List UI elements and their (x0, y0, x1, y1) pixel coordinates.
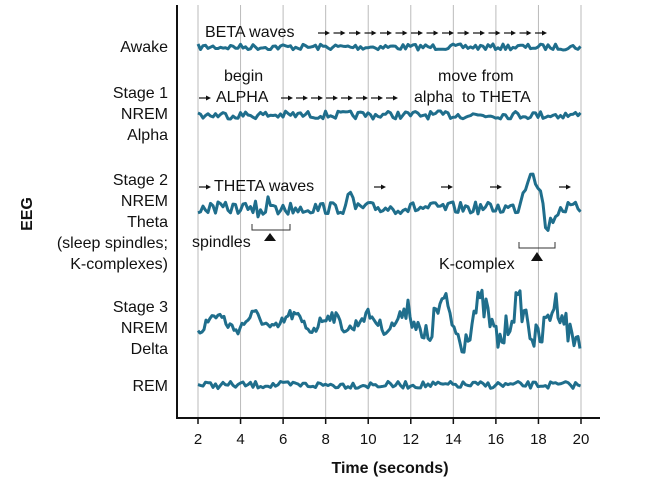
y-axis-label: EEG (19, 197, 36, 231)
arrow-icon (480, 30, 485, 36)
stage-label-stage3: Stage 3 NREM Delta (112, 299, 168, 358)
k-complex-bracket (518, 242, 556, 249)
annotation-spindles: spindles (192, 234, 251, 251)
arrow-icon (206, 95, 211, 101)
arrow-icon (497, 184, 502, 190)
annotation-move-from: move from (438, 68, 514, 85)
arrow-icon (449, 30, 454, 36)
arrow-icon (356, 30, 361, 36)
arrow-icon (418, 30, 423, 36)
arrow-icon (433, 30, 439, 36)
arrow-icon (566, 184, 571, 190)
stage-label-awake: Awake (120, 39, 168, 56)
eeg-wave (197, 380, 581, 390)
arrow-icon (371, 30, 377, 36)
arrow-icon (206, 184, 211, 190)
arrow-icon (511, 30, 516, 36)
x-tick-label: 10 (359, 431, 377, 448)
triangle-marker-icon (264, 233, 276, 241)
eeg-wave (196, 288, 582, 354)
stage-label-stage2: Stage 2 NREM Theta (sleep spindles; K-comple… (56, 172, 168, 273)
arrow-icon (526, 30, 532, 36)
annotation-beta: BETA waves (205, 24, 295, 41)
annotation-begin: begin (224, 68, 264, 85)
annotation-alpha: ALPHA (216, 89, 269, 106)
eeg-wave (196, 42, 582, 52)
x-tick-label: 16 (487, 431, 505, 448)
arrow-icon (464, 30, 470, 36)
annotation-alpha-to-theta: alpha to THETA (414, 89, 531, 106)
arrow-icon (402, 30, 408, 36)
arrow-icon (348, 95, 353, 101)
arrow-icon (363, 95, 368, 101)
x-tick-label: 14 (444, 431, 462, 448)
x-tick-label: 12 (402, 431, 420, 448)
arrow-icon (303, 95, 308, 101)
stage-label-rem: REM (132, 378, 168, 395)
eeg-wave (197, 109, 582, 121)
arrow-icon (542, 30, 547, 36)
x-tick-label: 20 (572, 431, 590, 448)
spindles-bracket (251, 224, 291, 231)
x-tick-label: 8 (321, 431, 330, 448)
arrow-icon (393, 95, 398, 101)
x-axis-label: Time (seconds) (331, 460, 449, 477)
x-tick-label: 6 (278, 431, 288, 448)
arrow-icon (288, 95, 293, 101)
stage-label-stage1: Stage 1 NREM Alpha (112, 85, 168, 144)
arrow-icon (387, 30, 392, 36)
x-tick-label: 18 (530, 431, 547, 448)
x-tick-label: 4 (236, 431, 245, 448)
arrow-icon (325, 30, 330, 36)
arrow-icon (381, 184, 386, 190)
arrow-icon (318, 95, 323, 101)
x-tick-label: 2 (193, 431, 203, 448)
arrow-icon (448, 184, 453, 190)
annotation-theta: THETA waves (214, 178, 315, 195)
arrow-icon (378, 95, 383, 101)
eeg-wave (197, 172, 582, 232)
arrow-icon (333, 95, 338, 101)
annotation-k-complex: K-complex (439, 256, 515, 273)
arrow-icon (340, 30, 346, 36)
triangle-marker-icon (531, 252, 543, 261)
arrow-icon (495, 30, 501, 36)
